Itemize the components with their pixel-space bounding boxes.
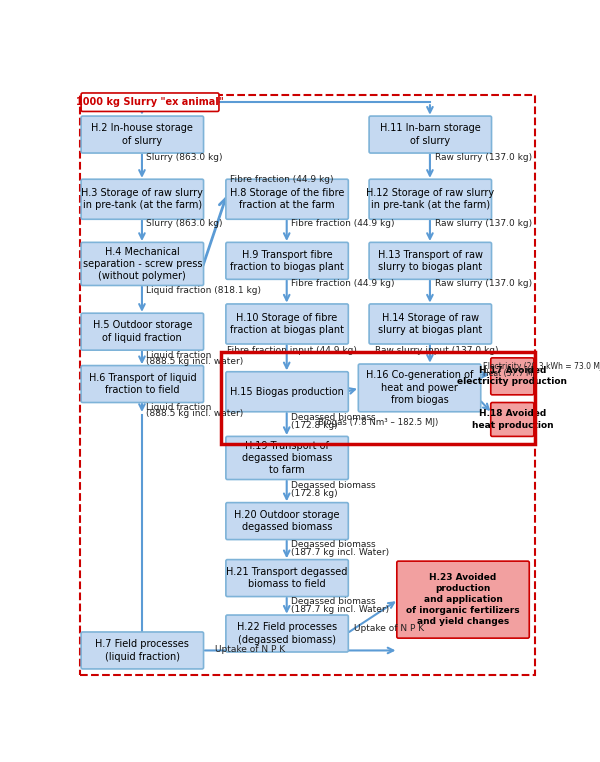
Text: (888.5 kg incl. water): (888.5 kg incl. water): [146, 409, 243, 418]
Text: H.8 Storage of the fibre
fraction at the farm: H.8 Storage of the fibre fraction at the…: [230, 188, 344, 210]
FancyBboxPatch shape: [491, 402, 534, 437]
FancyBboxPatch shape: [226, 242, 349, 280]
Text: H.5 Outdoor storage
of liquid fraction: H.5 Outdoor storage of liquid fraction: [92, 321, 192, 343]
Text: H.20 Outdoor storage
degassed biomass: H.20 Outdoor storage degassed biomass: [235, 510, 340, 533]
Text: Fibre fraction (44.9 kg): Fibre fraction (44.9 kg): [230, 174, 334, 184]
Text: H.4 Mechanical
separation - screw press
(without polymer): H.4 Mechanical separation - screw press …: [83, 247, 202, 281]
Text: Uptake of N P K: Uptake of N P K: [215, 645, 285, 654]
FancyBboxPatch shape: [226, 372, 349, 411]
Text: Biogas (7.8 Nm³ – 182.5 MJ): Biogas (7.8 Nm³ – 182.5 MJ): [318, 418, 439, 427]
Text: Slurry (863.0 kg): Slurry (863.0 kg): [146, 219, 223, 229]
FancyBboxPatch shape: [369, 179, 491, 219]
FancyBboxPatch shape: [226, 503, 349, 539]
Text: Degassed biomass: Degassed biomass: [290, 597, 375, 607]
FancyBboxPatch shape: [397, 561, 529, 638]
FancyBboxPatch shape: [369, 242, 491, 280]
Text: Degassed biomass: Degassed biomass: [290, 481, 375, 490]
Text: H.13 Transport of raw
slurry to biogas plant: H.13 Transport of raw slurry to biogas p…: [378, 250, 483, 272]
Text: Heat (37.7 MJ): Heat (37.7 MJ): [483, 370, 538, 379]
FancyBboxPatch shape: [81, 179, 203, 219]
Text: H.12 Storage of raw slurry
in pre-tank (at the farm): H.12 Storage of raw slurry in pre-tank (…: [366, 188, 494, 210]
Text: H.7 Field processes
(liquid fraction): H.7 Field processes (liquid fraction): [95, 639, 189, 661]
Text: Fibre fraction (44.9 kg): Fibre fraction (44.9 kg): [290, 280, 394, 288]
FancyBboxPatch shape: [226, 304, 349, 344]
Text: H.14 Storage of raw
slurry at biogas plant: H.14 Storage of raw slurry at biogas pla…: [378, 312, 482, 335]
Text: H.17 Avoided
electricity production: H.17 Avoided electricity production: [457, 367, 568, 386]
Text: Raw slurry (137.0 kg): Raw slurry (137.0 kg): [434, 280, 532, 288]
FancyBboxPatch shape: [81, 313, 203, 351]
Text: Liquid fraction (818.1 kg): Liquid fraction (818.1 kg): [146, 287, 261, 295]
Text: H.22 Field processes
(degassed biomass): H.22 Field processes (degassed biomass): [237, 623, 337, 645]
Text: H.15 Biogas production: H.15 Biogas production: [230, 387, 344, 397]
FancyBboxPatch shape: [81, 632, 203, 669]
Text: Electricity (20.3 kWh = 73.0 MJ): Electricity (20.3 kWh = 73.0 MJ): [483, 362, 600, 370]
Text: 1000 kg Slurry "ex animal": 1000 kg Slurry "ex animal": [76, 98, 224, 107]
Text: Liquid fraction: Liquid fraction: [146, 403, 211, 412]
FancyBboxPatch shape: [358, 364, 481, 411]
Text: Uptake of N P K: Uptake of N P K: [354, 623, 424, 632]
Text: (172.8 kg): (172.8 kg): [290, 488, 337, 498]
FancyBboxPatch shape: [491, 358, 534, 395]
Text: H.18 Avoided
heat production: H.18 Avoided heat production: [472, 409, 553, 430]
Text: H.6 Transport of liquid
fraction to field: H.6 Transport of liquid fraction to fiel…: [89, 373, 196, 395]
Text: Raw slurry input (137.0 kg): Raw slurry input (137.0 kg): [375, 345, 499, 354]
Bar: [221, 352, 535, 444]
Text: Raw slurry (137.0 kg): Raw slurry (137.0 kg): [434, 219, 532, 229]
Text: H.3 Storage of raw slurry
in pre-tank (at the farm): H.3 Storage of raw slurry in pre-tank (a…: [82, 188, 203, 210]
Text: (187.7 kg incl. Water): (187.7 kg incl. Water): [290, 605, 389, 614]
FancyBboxPatch shape: [81, 116, 203, 153]
FancyBboxPatch shape: [226, 437, 349, 479]
FancyBboxPatch shape: [226, 615, 349, 652]
Text: H.19 Transport of
degassed biomass
to farm: H.19 Transport of degassed biomass to fa…: [242, 440, 332, 475]
FancyBboxPatch shape: [226, 559, 349, 597]
Text: H.16 Co-generation of
heat and power
from biogas: H.16 Co-generation of heat and power fro…: [366, 370, 473, 405]
Text: (187.7 kg incl. Water): (187.7 kg incl. Water): [290, 548, 389, 557]
Text: Liquid fraction: Liquid fraction: [146, 351, 211, 360]
Text: Degassed biomass: Degassed biomass: [290, 540, 375, 549]
Text: (172.8 kg): (172.8 kg): [290, 421, 337, 430]
Text: Slurry (863.0 kg): Slurry (863.0 kg): [146, 153, 223, 162]
FancyBboxPatch shape: [369, 304, 491, 344]
FancyBboxPatch shape: [226, 179, 349, 219]
Text: Fibre fraction (44.9 kg): Fibre fraction (44.9 kg): [290, 219, 394, 229]
Text: H.10 Storage of fibre
fraction at biogas plant: H.10 Storage of fibre fraction at biogas…: [230, 312, 344, 335]
Text: Degassed biomass: Degassed biomass: [290, 413, 375, 422]
Text: (888.5 kg incl. water): (888.5 kg incl. water): [146, 357, 243, 366]
FancyBboxPatch shape: [81, 366, 203, 402]
Text: Raw slurry (137.0 kg): Raw slurry (137.0 kg): [434, 153, 532, 162]
Text: H.9 Transport fibre
fraction to biogas plant: H.9 Transport fibre fraction to biogas p…: [230, 250, 344, 272]
FancyBboxPatch shape: [81, 242, 203, 286]
Text: H.11 In-barn storage
of slurry: H.11 In-barn storage of slurry: [380, 123, 481, 146]
FancyBboxPatch shape: [81, 93, 219, 111]
FancyBboxPatch shape: [369, 116, 491, 153]
Text: H.23 Avoided
production
and application
of inorganic fertilizers
and yield chang: H.23 Avoided production and application …: [406, 573, 520, 626]
Text: H.2 In-house storage
of slurry: H.2 In-house storage of slurry: [91, 123, 193, 146]
Text: Fibre fraction input (44.9 kg): Fibre fraction input (44.9 kg): [227, 345, 357, 354]
Text: H.21 Transport degassed
biomass to field: H.21 Transport degassed biomass to field: [226, 567, 348, 589]
